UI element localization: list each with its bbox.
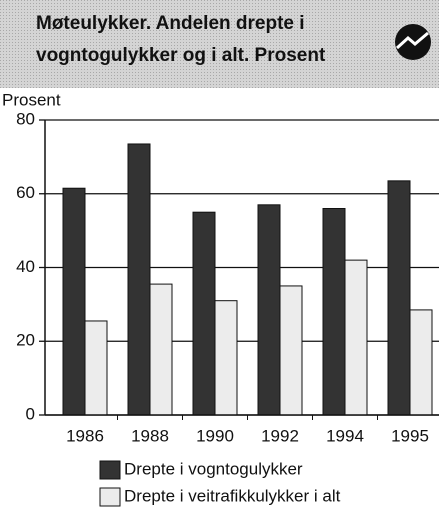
legend-swatch [99,460,121,480]
legend-label: Drepte i vogntogulykker [124,459,303,478]
bar [344,259,368,416]
y-tick-label: 0 [26,404,35,423]
bar [192,211,216,416]
bar [214,300,238,416]
x-tick-label: 1994 [326,426,364,445]
legend-label: Drepte i veitrafikkulykker i alt [124,486,341,505]
x-tick-label: 1995 [391,426,429,445]
legend-swatch [99,487,121,507]
y-tick-label: 60 [16,183,35,202]
bar [149,283,173,416]
y-tick-label: 80 [16,109,35,128]
y-tick-label: 20 [16,331,35,350]
bar [322,208,346,416]
x-tick-label: 1992 [261,426,299,445]
bar [62,187,86,416]
x-tick-label: 1988 [131,426,169,445]
x-tick-label: 1990 [196,426,234,445]
title-band [0,0,439,88]
bar [279,285,303,416]
bar [84,320,108,416]
logo-icon [395,24,431,60]
bar [409,309,433,416]
bar [257,204,281,416]
chart-title: Møteulykker. Andelen drepte i [36,13,305,34]
x-tick-label: 1986 [66,426,104,445]
y-tick-label: 40 [16,257,35,276]
chart-title: vogntogulykker og i alt. Prosent [36,45,326,66]
bar [387,180,411,416]
bar [127,143,151,416]
y-axis-label: Prosent [2,90,61,109]
